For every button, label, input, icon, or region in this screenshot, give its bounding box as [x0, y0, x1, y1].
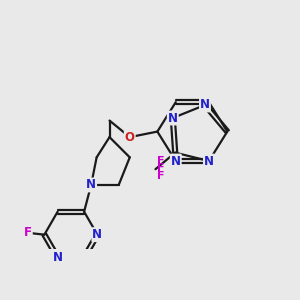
Text: F: F	[157, 164, 165, 173]
Text: N: N	[171, 154, 181, 167]
Text: F: F	[157, 171, 165, 181]
Text: N: N	[92, 228, 102, 241]
Text: N: N	[52, 251, 63, 264]
Text: F: F	[24, 226, 32, 239]
Text: N: N	[168, 112, 178, 124]
Text: N: N	[200, 98, 210, 112]
Text: N: N	[86, 178, 96, 191]
Text: F: F	[157, 156, 165, 166]
Text: N: N	[204, 154, 214, 167]
Text: O: O	[125, 130, 135, 144]
